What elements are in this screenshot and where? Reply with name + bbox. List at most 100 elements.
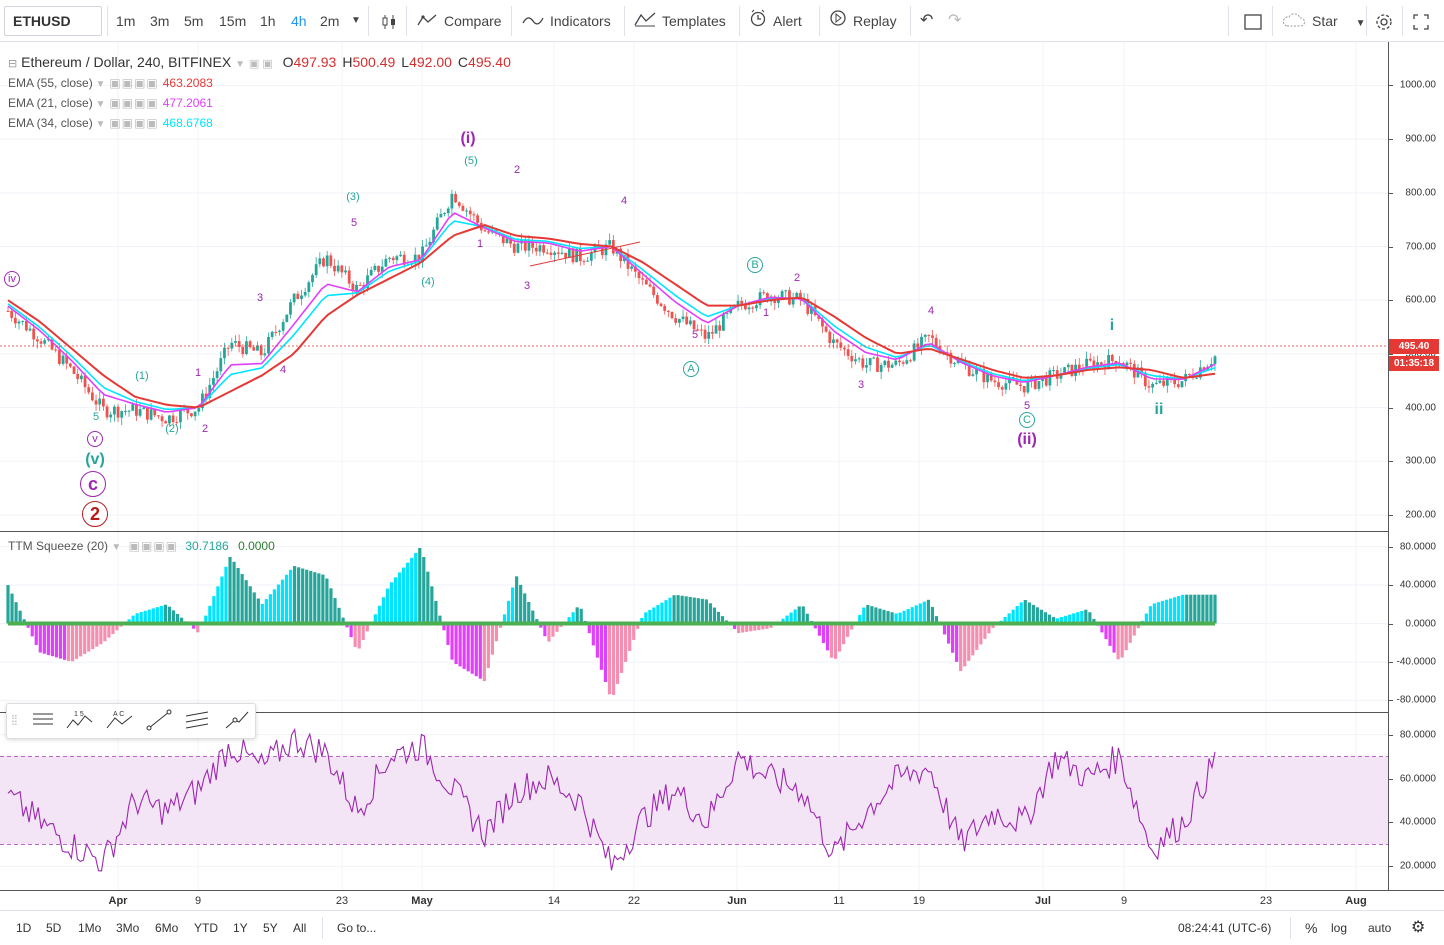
wave-label[interactable]: 1 [195, 367, 201, 379]
legend-controls[interactable]: ▣▣▣▣ [128, 539, 178, 553]
percent-toggle[interactable]: % [1305, 920, 1318, 936]
ema-name[interactable]: EMA (21, close) [8, 96, 93, 110]
menu-icon[interactable] [29, 708, 61, 736]
elliott-correction-icon[interactable]: A C [105, 708, 137, 736]
elliott-impulse-icon[interactable]: 1 5 [65, 708, 97, 736]
star-button[interactable]: Star ▼ [1282, 0, 1365, 42]
range-5D[interactable]: 5D [46, 921, 62, 935]
ema-name[interactable]: EMA (34, close) [8, 116, 93, 130]
fullscreen-icon[interactable] [1412, 0, 1430, 42]
range-1Mo[interactable]: 1Mo [78, 921, 102, 935]
visibility-icon[interactable]: ▣ ▣ [248, 58, 273, 70]
wave-label[interactable]: c [80, 471, 106, 497]
wave-label[interactable]: 3 [257, 292, 263, 304]
auto-toggle[interactable]: auto [1368, 921, 1392, 935]
chevron-down-icon[interactable]: ▼ [92, 99, 106, 110]
interval-2m[interactable]: 2m [320, 13, 340, 29]
chevron-down-icon[interactable]: ▼ [92, 119, 106, 130]
indicators-button[interactable]: Indicators [522, 0, 611, 42]
interval-4h[interactable]: 4h [291, 13, 307, 29]
wave-label[interactable]: B [747, 257, 763, 273]
wave-label[interactable]: 1 [477, 238, 483, 250]
alert-button[interactable]: Alert [749, 0, 802, 42]
gear-icon[interactable] [1375, 0, 1393, 42]
wave-label[interactable]: iv [4, 271, 20, 287]
chevron-down-icon[interactable]: ▼ [111, 542, 122, 553]
wave-label[interactable]: 5 [1024, 400, 1030, 412]
interval-1m[interactable]: 1m [116, 13, 136, 29]
wave-label[interactable]: A [683, 361, 699, 377]
chart-canvas[interactable] [0, 42, 1388, 890]
legend-controls[interactable]: ▣▣▣▣ [109, 116, 159, 130]
wave-label[interactable]: 4 [928, 305, 934, 317]
log-toggle[interactable]: log [1331, 921, 1348, 935]
pane-separator[interactable] [0, 712, 1444, 713]
time-axis[interactable]: Apr 9 23 May 14 22 Jun 11 19 Jul 9 23 Aug [0, 890, 1444, 910]
interval-1h[interactable]: 1h [260, 13, 276, 29]
wave-label[interactable]: ii [1155, 401, 1164, 419]
symbol-search[interactable]: ETHUSD [4, 6, 102, 36]
interval-3m[interactable]: 3m [150, 13, 170, 29]
wave-label[interactable]: 3 [524, 280, 530, 292]
wave-label[interactable]: 5 [692, 329, 698, 341]
wave-label[interactable]: 5 [351, 217, 357, 229]
wave-label[interactable]: 3 [858, 379, 864, 391]
interval-5m[interactable]: 5m [184, 13, 204, 29]
ttm-name[interactable]: TTM Squeeze (20) [8, 539, 109, 553]
ttm-bar [696, 598, 700, 624]
price-axis[interactable]: 1000.00900.00800.00700.00600.00500.00400… [1388, 42, 1444, 890]
ema-name[interactable]: EMA (55, close) [8, 76, 93, 90]
trend-line[interactable] [529, 241, 641, 267]
wave-label[interactable]: (v) [85, 451, 105, 469]
range-6Mo[interactable]: 6Mo [155, 921, 179, 935]
series-title[interactable]: Ethereum / Dollar, 240, BITFINEX [21, 54, 232, 70]
clock[interactable]: 08:24:41 (UTC-6) [1178, 921, 1272, 935]
chevron-down-icon[interactable]: ▼ [235, 59, 245, 70]
wave-label[interactable]: 2 [514, 164, 520, 176]
wave-label[interactable]: v [87, 431, 103, 447]
trend-line-icon[interactable] [145, 708, 177, 736]
goto-button[interactable]: Go to... [337, 921, 377, 935]
wave-label[interactable]: 2 [202, 423, 208, 435]
range-YTD[interactable]: YTD [194, 921, 218, 935]
chevron-down-icon[interactable]: ▼ [92, 79, 106, 90]
layout-icon[interactable] [1244, 0, 1262, 42]
undo-icon[interactable]: ↶ [920, 12, 934, 29]
range-All[interactable]: All [293, 921, 307, 935]
legend-controls[interactable]: ▣▣▣▣ [109, 76, 159, 90]
gear-icon[interactable]: ⚙ [1411, 919, 1426, 936]
wave-label[interactable]: (i) [460, 130, 475, 148]
range-3Mo[interactable]: 3Mo [116, 921, 140, 935]
interval-15m[interactable]: 15m [219, 13, 247, 29]
parallel-channel-icon[interactable] [183, 708, 215, 736]
wave-label[interactable]: 4 [280, 364, 286, 376]
wave-label[interactable]: (5) [464, 155, 477, 167]
collapse-icon[interactable]: ⊟ [8, 58, 18, 70]
ttm-bar [535, 619, 539, 624]
wave-label[interactable]: (1) [135, 370, 148, 382]
pane-separator[interactable] [0, 531, 1444, 532]
chevron-down-icon[interactable]: ▼ [351, 15, 361, 26]
wave-label[interactable]: 2 [82, 501, 108, 527]
wave-label[interactable]: 4 [621, 195, 627, 207]
wave-label[interactable]: (2) [165, 423, 178, 435]
replay-button[interactable]: Replay [829, 0, 897, 42]
wave-label[interactable]: 2 [794, 272, 800, 284]
wave-label[interactable]: i [1110, 317, 1114, 335]
candlestick-icon[interactable] [380, 0, 398, 42]
wave-label[interactable]: C [1019, 412, 1035, 428]
wave-label[interactable]: 1 [763, 307, 769, 319]
wave-label[interactable]: (4) [421, 276, 434, 288]
wave-label[interactable]: (ii) [1017, 431, 1037, 449]
wave-label[interactable]: (3) [346, 191, 359, 203]
wave-label[interactable]: 5 [93, 411, 99, 423]
range-1D[interactable]: 1D [16, 921, 32, 935]
range-1Y[interactable]: 1Y [233, 921, 248, 935]
path-icon[interactable] [223, 708, 255, 736]
compare-button[interactable]: Compare [416, 0, 502, 42]
redo-icon[interactable]: ↷ [948, 12, 962, 29]
legend-controls[interactable]: ▣▣▣▣ [109, 96, 159, 110]
templates-button[interactable]: Templates [634, 0, 726, 42]
range-5Y[interactable]: 5Y [263, 921, 278, 935]
drag-handle-icon[interactable]: ⁞⁞ [11, 712, 18, 728]
